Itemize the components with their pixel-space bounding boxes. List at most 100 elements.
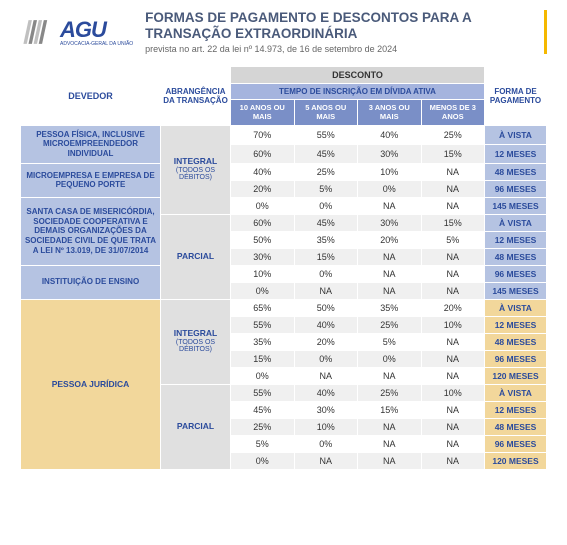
value-cell: NA <box>421 163 485 180</box>
abrangencia-integral: INTEGRAL(TODOS OS DÉBITOS) <box>161 299 231 384</box>
forma: À VISTA <box>485 384 547 401</box>
brand-subtitle: ADVOCACIA-GERAL DA UNIÃO <box>60 41 133 47</box>
value-cell: 55% <box>231 384 295 401</box>
forma: 96 MESES <box>485 265 547 282</box>
forma: 48 MESES <box>485 248 547 265</box>
value-cell: 15% <box>358 401 422 418</box>
value-cell: NA <box>358 435 422 452</box>
value-cell: 70% <box>231 125 295 144</box>
page-title: FORMAS DE PAGAMENTO E DESCONTOS PARA A T… <box>145 10 538 42</box>
page: AGU ADVOCACIA-GERAL DA UNIÃO FORMAS DE P… <box>0 0 567 480</box>
value-cell: 25% <box>294 163 358 180</box>
value-cell: 45% <box>294 214 358 231</box>
forma: 120 MESES <box>485 452 547 469</box>
header-abrangencia: ABRANGÊNCIA DA TRANSAÇÃO <box>161 67 231 126</box>
agu-building-icon <box>20 15 54 49</box>
forma: 12 MESES <box>485 401 547 418</box>
forma: 145 MESES <box>485 282 547 299</box>
page-subtitle: prevista no art. 22 da lei nº 14.973, de… <box>145 44 538 54</box>
devedor-santa: SANTA CASA DE MISERICÓRDIA, SOCIEDADE CO… <box>21 197 161 265</box>
value-cell: NA <box>358 418 422 435</box>
value-cell: 25% <box>358 316 422 333</box>
forma: À VISTA <box>485 299 547 316</box>
value-cell: 30% <box>358 144 422 163</box>
brand: AGU ADVOCACIA-GERAL DA UNIÃO <box>60 17 133 47</box>
value-cell: 65% <box>231 299 295 316</box>
brand-text: AGU <box>60 17 133 43</box>
value-cell: NA <box>294 452 358 469</box>
col-10anos: 10 ANOS OU MAIS <box>231 100 295 126</box>
forma: 48 MESES <box>485 333 547 350</box>
value-cell: NA <box>421 180 485 197</box>
value-cell: NA <box>294 282 358 299</box>
value-cell: 30% <box>358 214 422 231</box>
value-cell: 0% <box>294 197 358 214</box>
forma: 12 MESES <box>485 316 547 333</box>
value-cell: NA <box>421 452 485 469</box>
value-cell: NA <box>421 418 485 435</box>
value-cell: 25% <box>358 384 422 401</box>
value-cell: 0% <box>358 180 422 197</box>
title-block: FORMAS DE PAGAMENTO E DESCONTOS PARA A T… <box>145 10 547 54</box>
forma: À VISTA <box>485 214 547 231</box>
value-cell: 15% <box>294 248 358 265</box>
abrangencia-integral: INTEGRAL(TODOS OS DÉBITOS) <box>161 125 231 214</box>
value-cell: 10% <box>358 163 422 180</box>
value-cell: NA <box>358 248 422 265</box>
forma: 12 MESES <box>485 144 547 163</box>
value-cell: 50% <box>231 231 295 248</box>
value-cell: 20% <box>294 333 358 350</box>
value-cell: 45% <box>294 144 358 163</box>
value-cell: NA <box>358 452 422 469</box>
value-cell: 5% <box>294 180 358 197</box>
value-cell: 15% <box>421 214 485 231</box>
value-cell: 0% <box>231 452 295 469</box>
devedor-ensino: INSTITUIÇÃO DE ENSINO <box>21 265 161 299</box>
forma: 96 MESES <box>485 435 547 452</box>
abrangencia-parcial: PARCIAL <box>161 214 231 299</box>
value-cell: NA <box>358 197 422 214</box>
value-cell: NA <box>358 265 422 282</box>
col-5anos: 5 ANOS OU MAIS <box>294 100 358 126</box>
devedor-pj: PESSOA JURÍDICA <box>21 299 161 469</box>
forma: À VISTA <box>485 125 547 144</box>
value-cell: 0% <box>231 282 295 299</box>
value-cell: 55% <box>294 125 358 144</box>
value-cell: 0% <box>294 435 358 452</box>
value-cell: 0% <box>358 350 422 367</box>
value-cell: 35% <box>358 299 422 316</box>
col-3anos: 3 ANOS OU MAIS <box>358 100 422 126</box>
value-cell: NA <box>421 435 485 452</box>
forma: 12 MESES <box>485 231 547 248</box>
logo: AGU ADVOCACIA-GERAL DA UNIÃO <box>20 15 133 49</box>
value-cell: NA <box>421 401 485 418</box>
value-cell: 5% <box>421 231 485 248</box>
value-cell: 0% <box>231 197 295 214</box>
forma: 96 MESES <box>485 350 547 367</box>
forma: 48 MESES <box>485 163 547 180</box>
abrangencia-parcial: PARCIAL <box>161 384 231 469</box>
header-tempo: TEMPO DE INSCRIÇÃO EM DÍVIDA ATIVA <box>231 84 485 100</box>
value-cell: 5% <box>231 435 295 452</box>
value-cell: NA <box>358 282 422 299</box>
value-cell: 25% <box>421 125 485 144</box>
value-cell: 15% <box>421 144 485 163</box>
value-cell: NA <box>421 197 485 214</box>
value-cell: 25% <box>231 418 295 435</box>
value-cell: 45% <box>231 401 295 418</box>
value-cell: 10% <box>294 418 358 435</box>
value-cell: 35% <box>294 231 358 248</box>
header-devedor: DEVEDOR <box>21 67 161 126</box>
value-cell: 10% <box>231 265 295 282</box>
value-cell: NA <box>358 367 422 384</box>
value-cell: 40% <box>294 316 358 333</box>
forma: 120 MESES <box>485 367 547 384</box>
value-cell: NA <box>421 350 485 367</box>
value-cell: 10% <box>421 316 485 333</box>
value-cell: 30% <box>294 401 358 418</box>
value-cell: 0% <box>294 350 358 367</box>
value-cell: NA <box>421 333 485 350</box>
header: AGU ADVOCACIA-GERAL DA UNIÃO FORMAS DE P… <box>20 10 547 54</box>
devedor-pf: PESSOA FÍSICA, INCLUSIVE MICROEMPREENDED… <box>21 125 161 163</box>
value-cell: 5% <box>358 333 422 350</box>
